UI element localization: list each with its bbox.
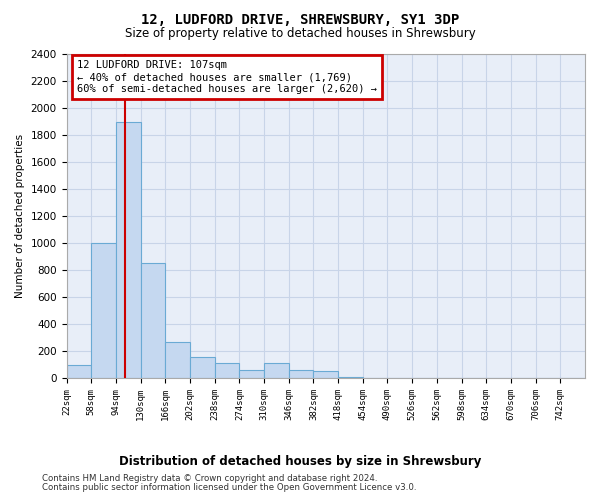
Bar — [264, 362, 289, 378]
Bar — [289, 370, 313, 378]
Bar — [67, 364, 91, 378]
Bar — [215, 362, 239, 378]
Text: 12, LUDFORD DRIVE, SHREWSBURY, SY1 3DP: 12, LUDFORD DRIVE, SHREWSBURY, SY1 3DP — [141, 12, 459, 26]
Bar — [313, 372, 338, 378]
Bar — [91, 243, 116, 378]
Bar — [338, 376, 363, 378]
Text: Contains public sector information licensed under the Open Government Licence v3: Contains public sector information licen… — [42, 483, 416, 492]
Text: Contains HM Land Registry data © Crown copyright and database right 2024.: Contains HM Land Registry data © Crown c… — [42, 474, 377, 483]
Bar — [116, 122, 140, 378]
Bar — [190, 357, 215, 378]
Bar — [165, 342, 190, 378]
Bar — [239, 370, 264, 378]
Text: Distribution of detached houses by size in Shrewsbury: Distribution of detached houses by size … — [119, 455, 481, 468]
Text: Size of property relative to detached houses in Shrewsbury: Size of property relative to detached ho… — [125, 28, 475, 40]
Y-axis label: Number of detached properties: Number of detached properties — [15, 134, 25, 298]
Bar — [140, 264, 165, 378]
Text: 12 LUDFORD DRIVE: 107sqm
← 40% of detached houses are smaller (1,769)
60% of sem: 12 LUDFORD DRIVE: 107sqm ← 40% of detach… — [77, 60, 377, 94]
